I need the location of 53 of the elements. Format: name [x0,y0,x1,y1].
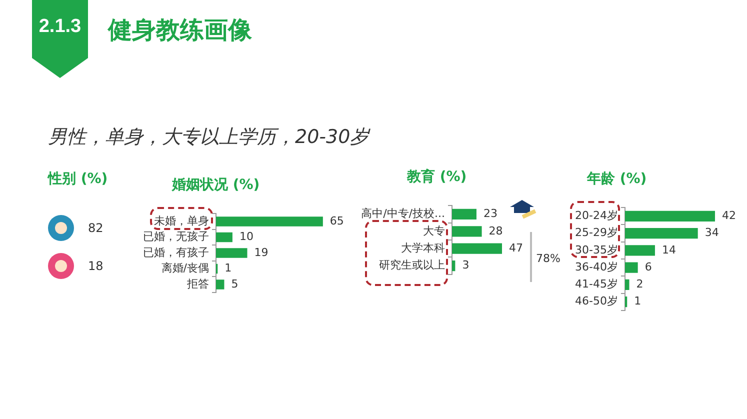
bar [624,228,698,239]
chart-title: 婚姻状况 (%) [172,176,261,195]
bar [216,280,224,290]
data-label: 3 [462,258,470,272]
data-label: 19 [254,246,268,259]
data-label: 42 [722,209,736,222]
data-label: 18 [88,259,104,273]
y-tick-label: 41-45岁 [574,278,618,291]
data-label: 1 [224,262,232,275]
y-tick-label: 30-35岁 [574,243,618,256]
bar [216,248,248,258]
text: 性别 (%) [48,170,109,189]
y-tick-label: 研究生或以上 [379,258,445,272]
data-label: 34 [704,226,719,240]
chart-title: 年龄 (%) [587,170,648,189]
bar [624,210,715,222]
y-tick-label: 大学本科 [401,241,445,254]
bar [452,260,456,272]
y-tick-label: 36-40岁 [574,260,618,274]
data-label: 1 [634,294,642,308]
text: 男性，单身，大专以上学历，20-30岁 [48,125,370,150]
bar [452,226,482,237]
y-tick-label: 离婚/丧偶 [161,262,209,275]
data-label: 6 [644,260,652,274]
y-tick-label: 25-29岁 [574,226,618,240]
data-label: 2 [636,278,644,291]
data-label: 82 [88,221,104,235]
bar [624,262,638,273]
y-tick-label: 大专 [423,224,445,238]
data-label: 23 [483,207,498,220]
bar [452,243,502,254]
data-label: 10 [239,230,254,244]
data-label: 28 [488,224,503,238]
data-label: 65 [330,214,344,228]
text: 健身教练画像 [108,15,252,46]
bar [624,245,655,256]
y-tick-label: 46-50岁 [574,294,618,308]
bar [216,232,232,242]
text: 2.1.3 [38,16,82,38]
data-label: 14 [662,243,676,256]
y-tick-label: 20-24岁 [574,209,618,222]
y-tick-label: 拒答 [186,277,209,290]
y-tick-label: 未婚，单身 [154,214,209,228]
bar [624,279,630,290]
data-label: 47 [509,241,523,254]
y-tick-label: 已婚，有孩子 [143,246,209,259]
bar [216,216,323,226]
text: 78% [536,252,560,265]
bar [624,296,628,308]
chart-title: 教育 (%) [407,168,468,187]
bar [452,208,476,220]
y-tick-label: 已婚，无孩子 [143,230,209,244]
data-label: 5 [231,277,238,290]
